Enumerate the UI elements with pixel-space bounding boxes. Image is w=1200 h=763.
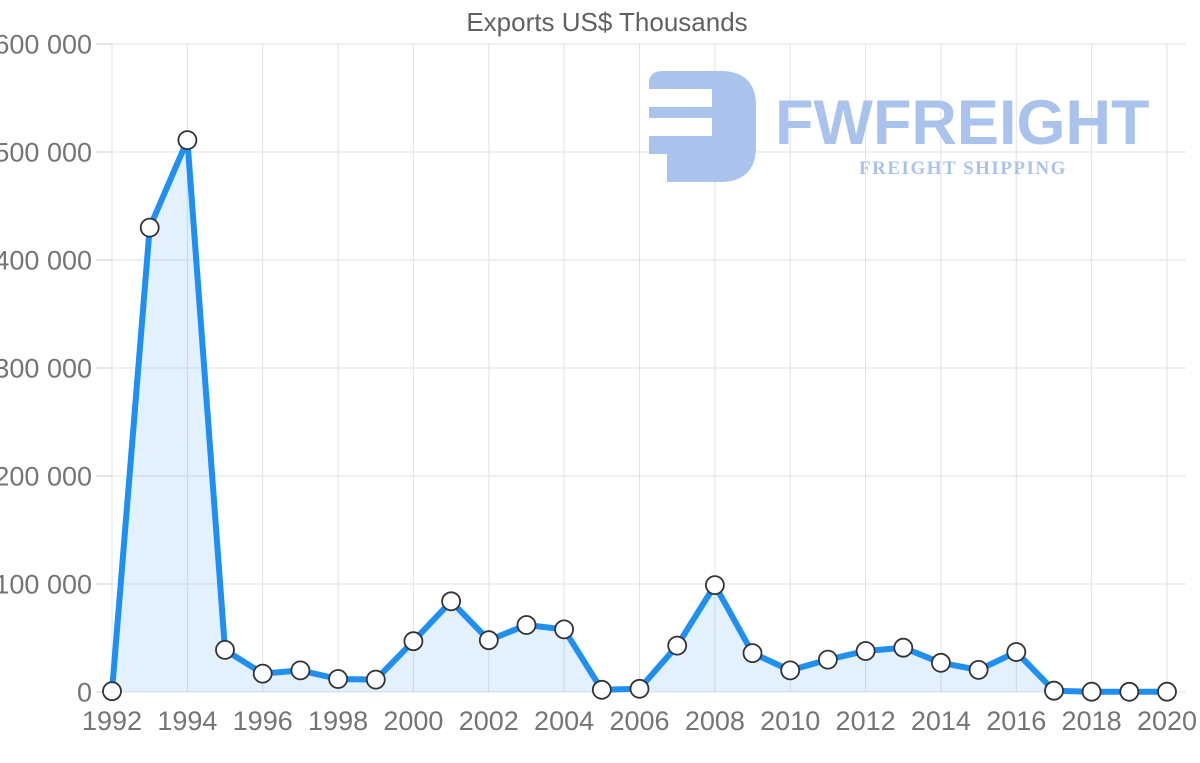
logo-wordmark: FWFREIGHT bbox=[775, 88, 1150, 158]
data-point-1999[interactable] bbox=[365, 669, 386, 690]
data-point-2004[interactable] bbox=[554, 619, 574, 640]
x-tick-label-2016: 2016 bbox=[986, 706, 1046, 736]
x-tick-label-2002: 2002 bbox=[459, 706, 519, 736]
x-tick-label-1992: 1992 bbox=[82, 706, 142, 736]
data-point-2007[interactable] bbox=[667, 635, 688, 656]
data-points bbox=[102, 130, 1177, 702]
data-point-2012[interactable] bbox=[855, 641, 876, 661]
data-point-2017[interactable] bbox=[1044, 680, 1064, 701]
data-point-1994[interactable] bbox=[177, 130, 198, 151]
fwfreight-logo: FWFREIGHT FREIGHT SHIPPING bbox=[649, 70, 1164, 190]
data-point-2013[interactable] bbox=[893, 637, 914, 658]
y-tick-label-400000: 400 000 bbox=[0, 246, 92, 276]
data-point-2010[interactable] bbox=[780, 660, 801, 681]
data-point-2008[interactable] bbox=[705, 575, 725, 595]
chart-title: Exports US$ Thousands bbox=[466, 7, 748, 37]
data-point-1997[interactable] bbox=[290, 660, 311, 681]
data-point-2000[interactable] bbox=[403, 631, 424, 652]
y-tick-label-600000: 600 000 bbox=[0, 30, 92, 60]
y-tick-label-200000: 200 000 bbox=[0, 462, 92, 492]
x-tick-label-1998: 1998 bbox=[308, 706, 368, 736]
y-axis-labels: 0 100 000 200 000 300 000 400 000 500 000 600 … bbox=[0, 30, 92, 708]
data-point-2009[interactable] bbox=[742, 643, 763, 663]
x-tick-label-2004: 2004 bbox=[534, 706, 594, 736]
x-tick-label-1994: 1994 bbox=[157, 706, 217, 736]
logo-icon-notch-middle bbox=[649, 118, 712, 136]
x-tick-label-2010: 2010 bbox=[760, 706, 820, 736]
data-point-2006[interactable] bbox=[629, 678, 650, 699]
x-tick-label-2012: 2012 bbox=[836, 706, 896, 736]
y-tick-label-300000: 300 000 bbox=[0, 354, 92, 384]
y-tick-label-500000: 500 000 bbox=[0, 138, 92, 168]
x-tick-label-2020: 2020 bbox=[1137, 706, 1197, 736]
x-tick-label-2006: 2006 bbox=[609, 706, 669, 736]
data-point-2002[interactable] bbox=[478, 630, 499, 651]
data-point-1995[interactable] bbox=[215, 640, 235, 660]
data-point-2011[interactable] bbox=[818, 649, 838, 670]
exports-area-fill bbox=[112, 140, 1167, 693]
x-tick-label-2018: 2018 bbox=[1062, 706, 1122, 736]
data-point-2005[interactable] bbox=[591, 679, 612, 700]
data-point-2014[interactable] bbox=[931, 652, 951, 673]
data-point-1992[interactable] bbox=[102, 681, 122, 702]
data-point-1998[interactable] bbox=[328, 669, 349, 689]
x-tick-label-1996: 1996 bbox=[233, 706, 293, 736]
x-tick-label-2008: 2008 bbox=[685, 706, 745, 736]
data-point-2003[interactable] bbox=[516, 615, 537, 635]
x-tick-label-2000: 2000 bbox=[383, 706, 443, 736]
data-point-1996[interactable] bbox=[252, 663, 273, 684]
data-point-1993[interactable] bbox=[139, 217, 160, 238]
data-point-2019[interactable] bbox=[1119, 681, 1140, 702]
y-tick-label-0: 0 bbox=[77, 678, 92, 708]
logo-tagline: FREIGHT SHIPPING bbox=[859, 158, 1067, 179]
x-axis-labels: 1992 1994 1996 1998 2000 2002 2004 2006 2008 2010… bbox=[82, 706, 1197, 736]
logo-icon-notch-top bbox=[649, 89, 712, 107]
data-point-2016[interactable] bbox=[1006, 642, 1027, 662]
data-point-2001[interactable] bbox=[441, 591, 462, 612]
data-point-2015[interactable] bbox=[968, 660, 989, 680]
y-tick-label-100000: 100 000 bbox=[0, 570, 92, 600]
data-point-2020[interactable] bbox=[1157, 681, 1177, 702]
x-tick-label-2014: 2014 bbox=[911, 706, 971, 736]
data-point-2018[interactable] bbox=[1081, 681, 1102, 702]
fwfreight-logo-icon bbox=[649, 71, 756, 182]
